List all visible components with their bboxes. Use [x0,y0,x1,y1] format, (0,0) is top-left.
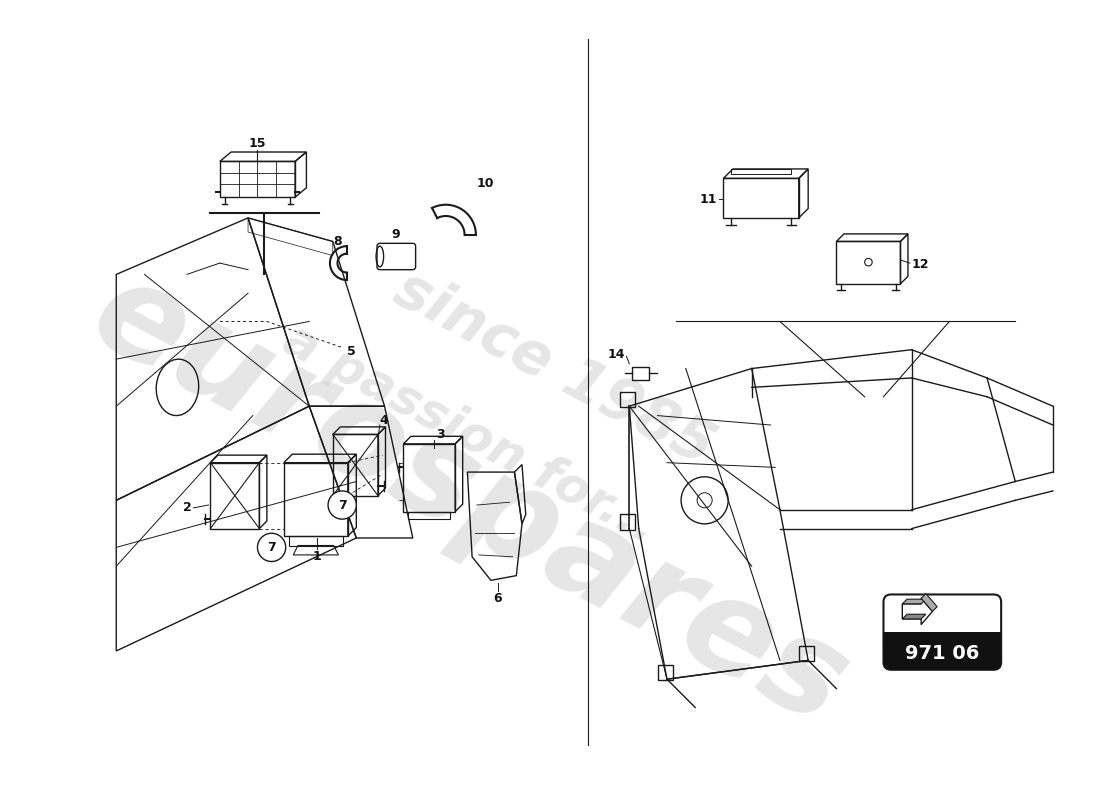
Text: since 1985: since 1985 [385,261,724,477]
Text: 4: 4 [379,414,388,427]
Text: 12: 12 [912,258,930,271]
Text: 7: 7 [338,498,346,511]
Polygon shape [902,598,933,625]
Text: 8: 8 [333,235,342,248]
Text: 10: 10 [476,177,494,190]
Text: 2: 2 [183,502,191,514]
Text: 1: 1 [312,550,321,563]
Text: 7: 7 [267,541,276,554]
Polygon shape [902,614,926,619]
Text: 971 06: 971 06 [905,644,979,662]
Text: 5: 5 [346,345,355,358]
Text: 14: 14 [607,348,625,361]
Circle shape [257,534,286,562]
Circle shape [328,491,356,519]
Polygon shape [902,599,926,604]
Text: a passion for...: a passion for... [275,316,664,553]
Text: eurospares: eurospares [70,248,868,752]
FancyBboxPatch shape [883,632,1001,670]
FancyBboxPatch shape [883,632,1001,651]
Text: 3: 3 [437,428,446,441]
Text: 11: 11 [700,193,717,206]
Polygon shape [921,594,937,611]
FancyBboxPatch shape [883,594,1001,670]
Text: 15: 15 [249,137,266,150]
Text: 9: 9 [392,228,400,242]
Text: 6: 6 [493,592,502,605]
